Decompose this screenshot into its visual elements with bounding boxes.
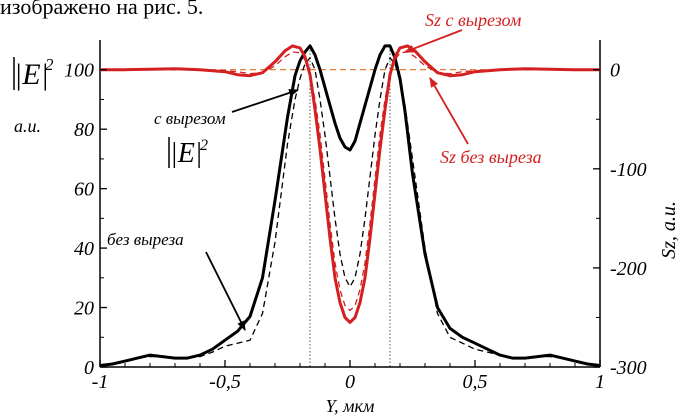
arrow-s-vyrezom — [231, 89, 299, 113]
y-left-tick-label-4: 80 — [74, 119, 94, 141]
annotation-s-vyrezom: с вырезом — [154, 109, 226, 128]
x-axis-label: Y, мкм — [326, 396, 375, 416]
x-tick-label-4: 1 — [595, 371, 605, 393]
left-axis-label-unit: a.u. — [14, 116, 41, 136]
series-line-1 — [99, 57, 601, 367]
plot-frame — [99, 40, 601, 368]
annotation-bez-vyreza: без выреза — [107, 230, 184, 249]
left-axis-label: |E| 2 a.u. — [13, 55, 54, 136]
x-tick-label-0: -1 — [92, 371, 109, 393]
y-left-tick-label-1: 20 — [74, 298, 94, 320]
annotation-e2-main: |E| — [170, 138, 203, 169]
arrow-bez-vyreza — [205, 251, 246, 331]
y-left-tick-label-0: 0 — [84, 357, 94, 379]
series-line-0 — [99, 44, 601, 367]
ticks-layer: -1 -0,5 0 0,5 1 0 20 40 60 80 100 0 -100 -200 -300 — [64, 60, 647, 393]
y-right-tick-label-3: -300 — [610, 357, 647, 379]
series-line-3 — [100, 51, 600, 312]
x-tick-label-1: -0,5 — [209, 371, 241, 393]
annotation-e2: |E| 2 — [168, 137, 208, 169]
header-text-snippet: изображено на рис. 5. — [0, 0, 204, 19]
annotation-e2-sup: 2 — [200, 137, 208, 154]
y-right-tick-label-0: 0 — [610, 60, 620, 82]
right-axis-label: Sz, a.u. — [658, 201, 680, 259]
y-left-tick-label-2: 40 — [74, 238, 94, 260]
y-left-tick-label-3: 60 — [74, 179, 94, 201]
series-line-2 — [100, 44, 600, 324]
arrow-sz-bez-vyreza — [429, 77, 469, 145]
left-axis-label-sup: 2 — [45, 55, 54, 74]
series-layer — [99, 44, 601, 367]
vertical-reference-lines — [309, 50, 391, 367]
left-axis-label-main: |E| — [14, 58, 49, 91]
annotation-sz-s-vyrezom: Sz с вырезом — [425, 10, 522, 30]
annotation-sz-bez-vyreza: Sz без выреза — [440, 147, 542, 167]
arrow-sz-s-vyrezom — [404, 29, 463, 53]
y-right-tick-label-2: -200 — [610, 258, 647, 280]
x-tick-label-2: 0 — [345, 371, 355, 393]
y-right-tick-label-1: -100 — [610, 159, 647, 181]
y-left-tick-label-5: 100 — [64, 60, 94, 82]
x-tick-label-3: 0,5 — [463, 371, 488, 393]
